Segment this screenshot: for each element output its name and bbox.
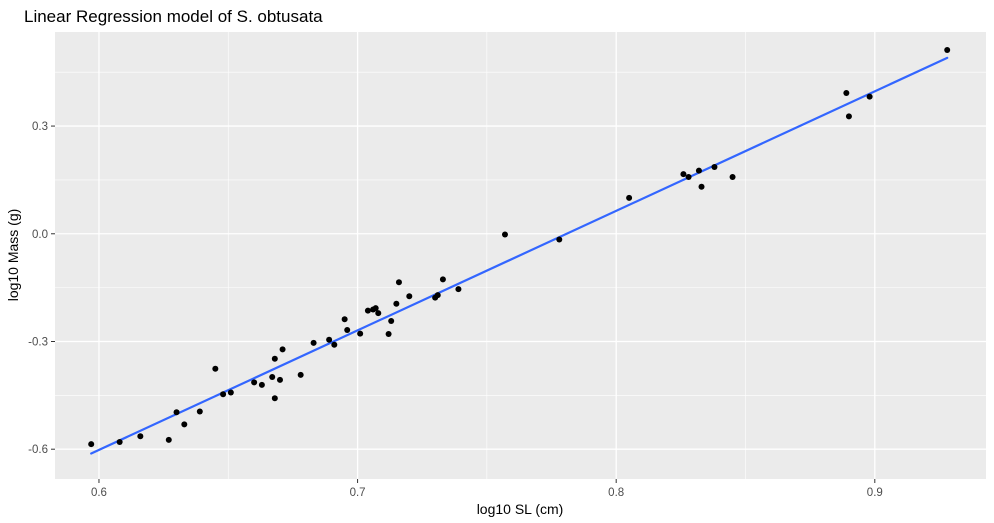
- y-tick-label: 0.3: [32, 121, 48, 133]
- data-point: [866, 93, 873, 100]
- y-axis: -0.6 -0.3 0.0 0.3: [28, 121, 55, 456]
- data-point: [341, 316, 348, 323]
- data-point: [393, 300, 400, 307]
- y-tick-label: -0.3: [28, 336, 48, 348]
- data-point: [626, 194, 633, 201]
- data-point: [251, 379, 258, 386]
- data-point: [276, 376, 283, 383]
- points-layer: [88, 46, 951, 448]
- data-point: [439, 276, 446, 283]
- data-point: [279, 346, 286, 353]
- grid-minor: [55, 32, 986, 479]
- data-point: [695, 167, 702, 174]
- data-point: [711, 163, 718, 170]
- y-tick-label: -0.6: [28, 444, 48, 456]
- data-point: [258, 381, 265, 388]
- data-point: [271, 355, 278, 362]
- data-point: [326, 336, 333, 343]
- y-tick-label: 0.0: [32, 229, 48, 241]
- data-point: [372, 305, 379, 312]
- data-point: [385, 330, 392, 337]
- data-point: [344, 327, 351, 333]
- data-point: [331, 341, 338, 348]
- data-point: [88, 441, 95, 448]
- data-point: [388, 318, 395, 325]
- x-tick-label: 0.8: [608, 487, 624, 499]
- data-point: [845, 113, 852, 120]
- data-point: [196, 408, 203, 415]
- x-tick-label: 0.6: [91, 487, 107, 499]
- data-point: [406, 293, 413, 300]
- data-point: [455, 286, 462, 293]
- data-point: [729, 174, 736, 181]
- data-point: [137, 433, 144, 440]
- data-point: [685, 174, 692, 181]
- data-point: [173, 409, 180, 416]
- data-point: [212, 365, 219, 372]
- data-point: [556, 236, 563, 243]
- data-point: [501, 231, 508, 238]
- data-point: [698, 183, 705, 190]
- x-axis-title: log10 SL (cm): [477, 501, 564, 517]
- data-point: [310, 339, 317, 346]
- data-point: [271, 395, 278, 402]
- data-point: [843, 90, 850, 97]
- regression-layer: [90, 56, 949, 455]
- data-point: [395, 279, 402, 286]
- data-point: [220, 391, 227, 398]
- data-point: [944, 46, 951, 53]
- chart-title: Linear Regression model of S. obtusata: [24, 7, 323, 26]
- data-point: [227, 389, 234, 396]
- data-point: [680, 171, 687, 178]
- regression-line: [90, 56, 949, 455]
- data-point: [375, 310, 382, 317]
- data-point: [434, 292, 441, 299]
- x-axis: 0.6 0.7 0.8 0.9: [91, 479, 883, 499]
- data-point: [116, 439, 123, 446]
- data-point: [165, 436, 172, 443]
- data-point: [357, 330, 364, 337]
- x-tick-label: 0.9: [867, 487, 883, 499]
- data-point: [181, 421, 188, 428]
- data-point: [364, 307, 371, 314]
- x-tick-label: 0.7: [350, 487, 366, 499]
- data-point: [269, 374, 276, 381]
- y-axis-title: log10 Mass (g): [5, 209, 21, 302]
- data-point: [297, 371, 304, 378]
- grid-major: [55, 32, 986, 479]
